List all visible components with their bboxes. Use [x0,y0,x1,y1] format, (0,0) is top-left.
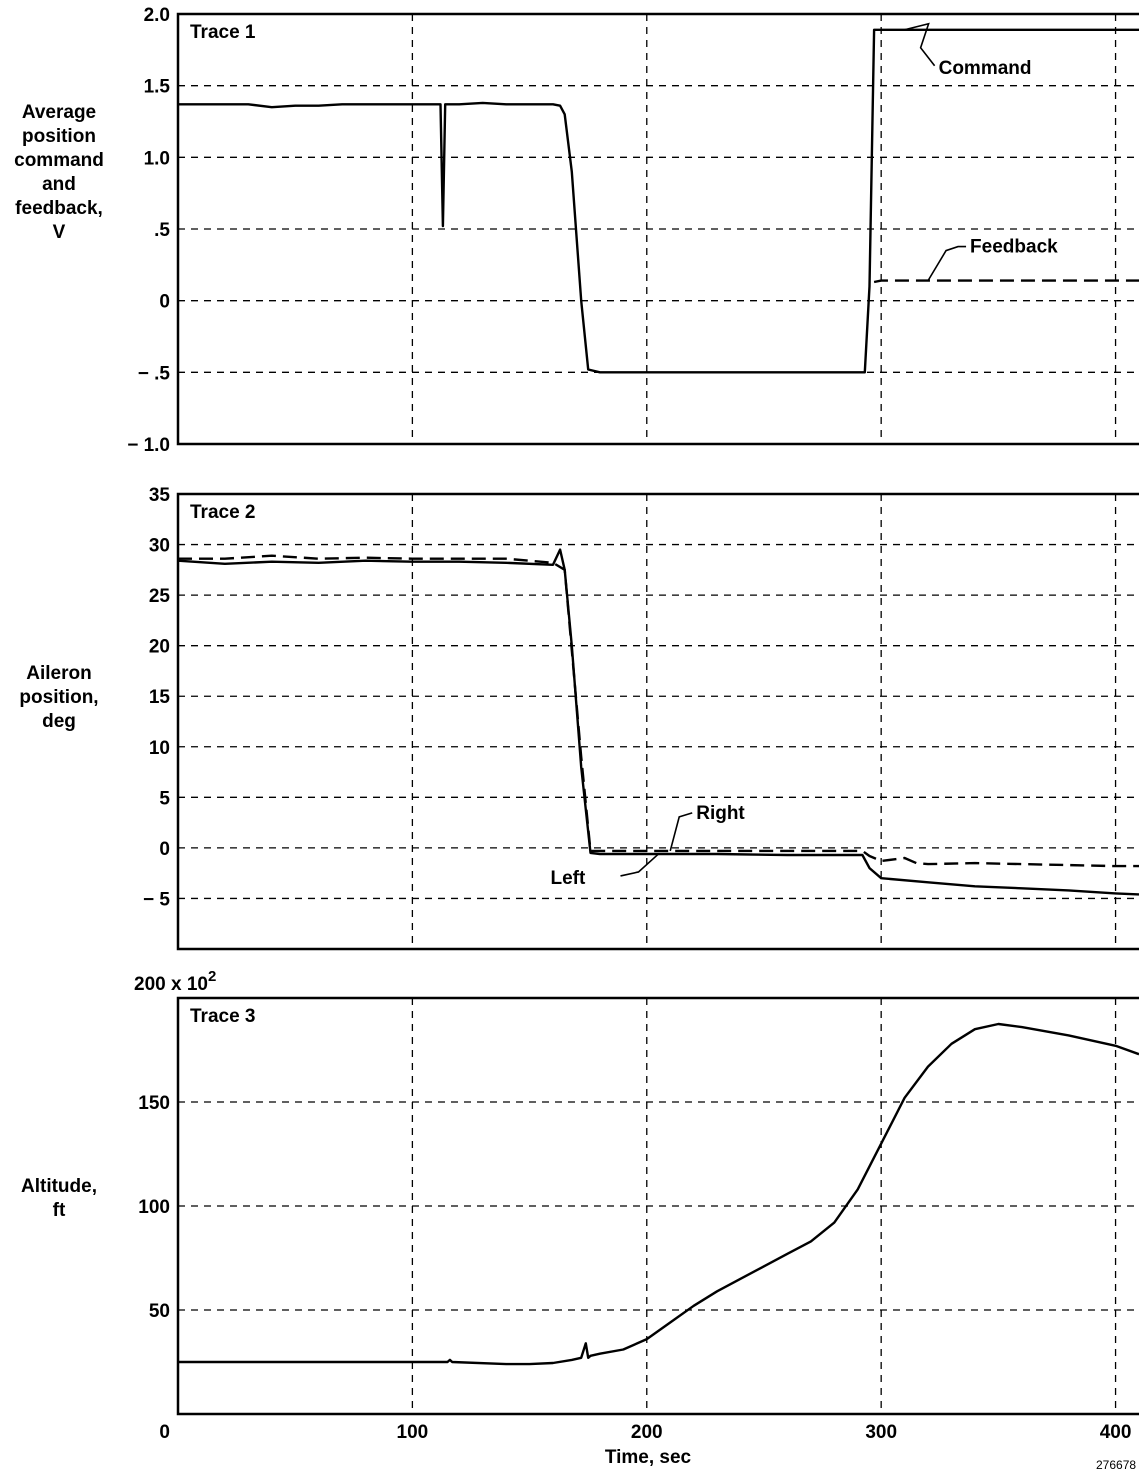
trace-panel-3: 50 100 150 0 100 200 300 400 Time, sec 200 x 102 A… [21,968,1139,1468]
y-axis-label-line: position, [19,687,98,708]
plot-frame [176,492,1139,951]
y-tick-label: 150 [138,1093,170,1114]
y-tick-label: .5 [154,220,170,241]
series-line-feedback [873,279,1139,284]
series-line-command [178,28,1139,374]
y-axis-label-line: feedback, [15,198,103,219]
y-tick-label: 1.0 [144,148,170,169]
x-tick-label: 100 [397,1422,429,1443]
annotation-label-feedback: Feedback [970,237,1058,258]
series-line-altitude [178,1022,1139,1366]
y-axis-label-line: position [22,126,96,147]
annotation-leader [927,245,967,282]
annotation-label-left: Left [551,868,587,889]
x-tick-label: 200 [631,1422,663,1443]
plot-frame [176,12,1139,446]
y-tick-label: − .5 [138,363,171,384]
y-axis-label-line: command [14,150,104,171]
y-tick-label: − 5 [143,889,170,910]
y-tick-label: 25 [149,586,171,607]
series-line-right [178,554,1139,868]
y-tick-label: 5 [159,788,170,809]
annotation-label-command: Command [939,58,1032,79]
annotation-leader [904,22,936,67]
trace-panel-2: − 5 0 5 10 15 20 25 30 35 Aileron position, deg Trac… [19,485,1139,951]
y-axis-label-line: V [53,222,66,243]
y-axis-label-line: deg [42,711,76,732]
y-axis-label-line: Average [22,102,96,123]
y-axis-label-line: Aileron [26,663,91,684]
y-tick-label: 15 [149,687,171,708]
y-tick-label: − 1.0 [127,435,170,456]
y-tick-label: 50 [149,1301,170,1322]
y-tick-label: 0 [159,839,170,860]
trace-panel-1: − 1.0 − .5 0 .5 1.0 1.5 2.0 Average position comm… [14,5,1139,456]
trace-title: Trace 3 [190,1006,256,1027]
y-tick-label: 100 [138,1197,170,1218]
y-axis-label-line: ft [53,1200,66,1221]
y-tick-label: 20 [149,637,170,658]
y-axis-label-line: Altitude, [21,1176,97,1197]
y-tick-label: 0 [159,292,170,313]
annotation-leader [669,812,693,852]
x-axis-label: Time, sec [605,1447,692,1468]
x-tick-label: 300 [865,1422,897,1443]
series-line-left [178,548,1139,896]
y-axis-label-line: and [42,174,76,195]
x-tick-label: 0 [159,1422,170,1443]
annotation-leader [620,853,660,877]
x-tick-label: 400 [1100,1422,1132,1443]
y-tick-label: 35 [149,485,171,506]
trace-title: Trace 2 [190,502,256,523]
annotation-label-right: Right [696,803,745,824]
figure-id: 276678 [1096,1458,1136,1469]
y-tick-label: 1.5 [144,77,171,98]
y-tick-label: 30 [149,536,170,557]
y-scale-note: 200 x 102 [134,968,216,995]
trace-title: Trace 1 [190,22,256,43]
y-scale-exponent: 2 [208,968,216,985]
plot-frame [176,996,1139,1416]
y-tick-label: 10 [149,738,170,759]
y-tick-label: 2.0 [144,5,170,26]
